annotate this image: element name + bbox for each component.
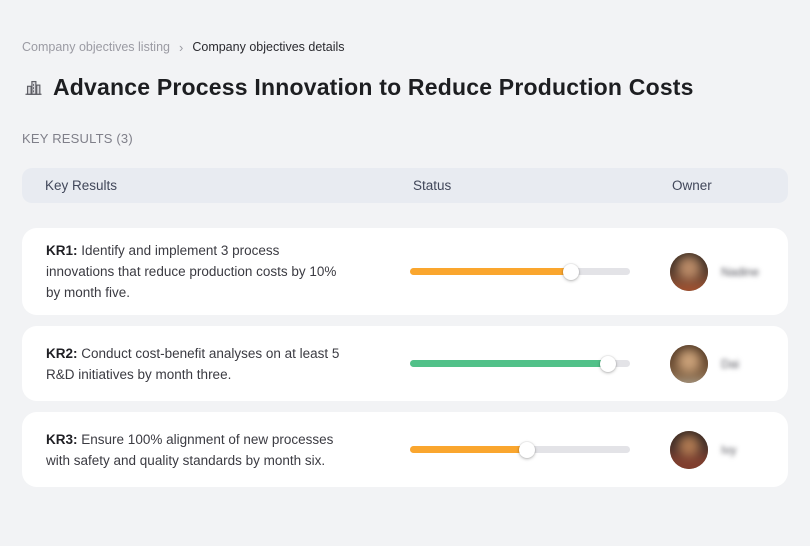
key-results-count-label: KEY RESULTS (3) <box>22 131 133 146</box>
progress-fill <box>410 446 527 453</box>
progress-fill <box>410 268 571 275</box>
key-result-row[interactable]: KR2: Conduct cost-benefit analyses on at… <box>22 326 788 401</box>
owner-cell: Ivy <box>668 430 788 469</box>
status-cell <box>408 263 668 280</box>
key-result-description: KR1: Identify and implement 3 process in… <box>22 228 408 315</box>
key-result-label: KR1: <box>46 243 78 258</box>
key-result-label: KR3: <box>46 431 78 447</box>
key-result-row[interactable]: KR1: Identify and implement 3 process in… <box>22 228 788 315</box>
progress-bar[interactable] <box>410 441 630 458</box>
owner-name: Dai <box>721 356 740 371</box>
progress-fill <box>410 360 608 367</box>
owner-name: Ivy <box>721 442 737 457</box>
key-result-description: KR3: Ensure 100% alignment of new proces… <box>22 417 408 483</box>
owner-name: Nadine <box>721 264 760 279</box>
avatar <box>670 344 708 383</box>
progress-knob[interactable] <box>600 355 616 372</box>
key-result-description: KR2: Conduct cost-benefit analyses on at… <box>22 331 408 397</box>
key-results-list: KR1: Identify and implement 3 process in… <box>22 228 788 487</box>
page-title: Advance Process Innovation to Reduce Pro… <box>53 74 694 100</box>
key-result-row[interactable]: KR3: Ensure 100% alignment of new proces… <box>22 412 788 487</box>
status-cell <box>408 441 668 458</box>
avatar <box>670 252 708 291</box>
progress-knob[interactable] <box>562 263 579 280</box>
key-result-text: Ensure 100% alignment of new processes w… <box>46 431 334 468</box>
objective-title-row: Advance Process Innovation to Reduce Pro… <box>22 71 788 104</box>
breadcrumb: Company objectives listing › Company obj… <box>22 40 788 54</box>
key-result-text: Identify and implement 3 process innovat… <box>46 243 337 300</box>
table-header: Key Results Status Owner <box>22 168 788 203</box>
owner-cell: Dai <box>668 344 788 383</box>
key-result-label: KR2: <box>46 345 78 361</box>
column-header-status: Status <box>413 178 452 193</box>
progress-bar[interactable] <box>410 263 630 280</box>
buildings-icon <box>25 80 42 95</box>
avatar <box>670 430 708 469</box>
status-cell <box>408 355 668 372</box>
column-header-owner: Owner <box>672 178 712 193</box>
owner-cell: Nadine <box>668 252 788 291</box>
column-header-key-results: Key Results <box>45 178 118 193</box>
breadcrumb-item-listing[interactable]: Company objectives listing <box>22 40 170 54</box>
progress-bar[interactable] <box>410 355 630 372</box>
breadcrumb-item-details: Company objectives details <box>192 40 345 54</box>
chevron-right-icon: › <box>179 39 184 55</box>
progress-knob[interactable] <box>518 441 535 458</box>
key-result-text: Conduct cost-benefit analyses on at leas… <box>46 345 340 382</box>
